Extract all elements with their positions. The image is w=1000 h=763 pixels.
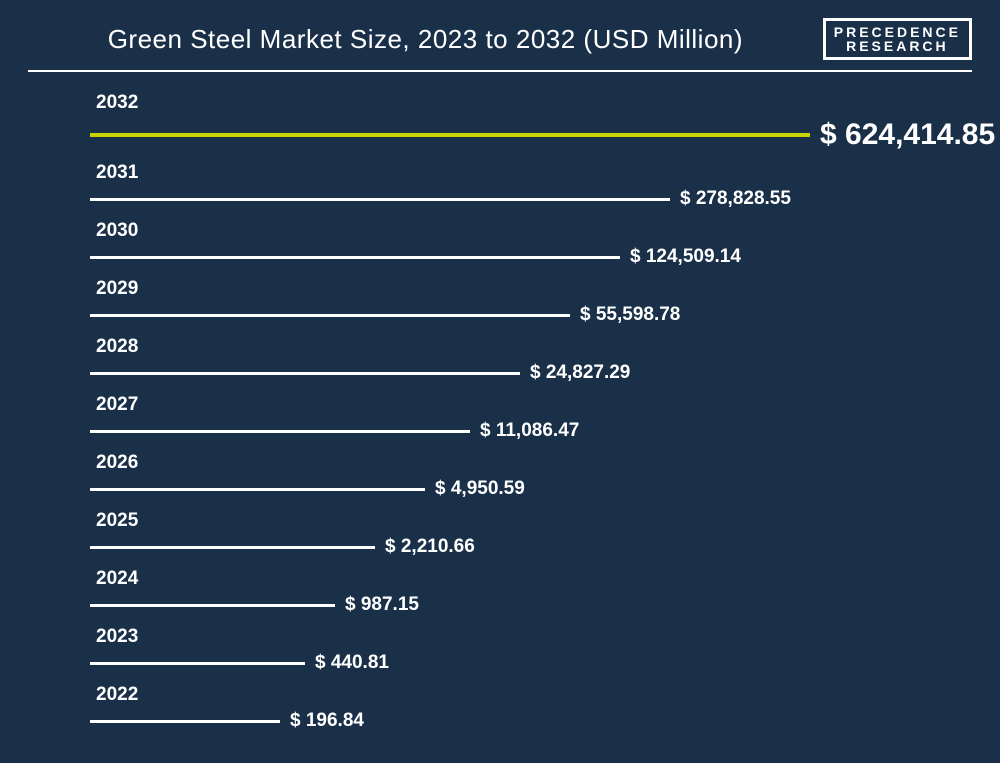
bar-line: $ 4,950.59 xyxy=(90,478,972,500)
value-label: $ 4,950.59 xyxy=(435,478,525,500)
bar-chart: 2032 $ 624,414.85 2031 $ 278,828.55 2030 $ 12… xyxy=(0,92,1000,732)
chart-row: 2024 $ 987.15 xyxy=(90,568,972,616)
year-label: 2031 xyxy=(96,162,972,184)
chart-row: 2031 $ 278,828.55 xyxy=(90,162,972,210)
year-label: 2028 xyxy=(96,336,972,358)
bar-line: $ 278,828.55 xyxy=(90,188,972,210)
bar xyxy=(90,604,335,607)
bar xyxy=(90,133,810,137)
chart-row: 2028 $ 24,827.29 xyxy=(90,336,972,384)
value-label: $ 24,827.29 xyxy=(530,362,630,384)
logo-line2: RESEARCH xyxy=(834,39,961,53)
year-label: 2027 xyxy=(96,394,972,416)
value-label: $ 124,509.14 xyxy=(630,246,741,268)
bar xyxy=(90,198,670,201)
bar-line: $ 11,086.47 xyxy=(90,420,972,442)
year-label: 2022 xyxy=(96,684,972,706)
bar-line: $ 55,598.78 xyxy=(90,304,972,326)
year-label: 2032 xyxy=(96,92,972,114)
bar xyxy=(90,546,375,549)
chart-row: 2022 $ 196.84 xyxy=(90,684,972,732)
bar-line: $ 24,827.29 xyxy=(90,362,972,384)
year-label: 2029 xyxy=(96,278,972,300)
chart-row: 2027 $ 11,086.47 xyxy=(90,394,972,442)
value-label: $ 11,086.47 xyxy=(480,420,579,442)
bar-line: $ 2,210.66 xyxy=(90,536,972,558)
bar xyxy=(90,488,425,491)
value-label: $ 55,598.78 xyxy=(580,304,680,326)
chart-row: 2029 $ 55,598.78 xyxy=(90,278,972,326)
chart-row: 2026 $ 4,950.59 xyxy=(90,452,972,500)
value-label: $ 987.15 xyxy=(345,594,419,616)
bar-line: $ 440.81 xyxy=(90,652,972,674)
chart-row: 2030 $ 124,509.14 xyxy=(90,220,972,268)
bar xyxy=(90,720,280,723)
bar xyxy=(90,372,520,375)
bar-line: $ 987.15 xyxy=(90,594,972,616)
year-label: 2023 xyxy=(96,626,972,648)
year-label: 2025 xyxy=(96,510,972,532)
value-label: $ 196.84 xyxy=(290,710,364,732)
year-label: 2024 xyxy=(96,568,972,590)
value-label: $ 624,414.85 xyxy=(820,118,995,152)
chart-row: 2032 $ 624,414.85 xyxy=(90,92,972,152)
bar-line: $ 196.84 xyxy=(90,710,972,732)
chart-row: 2025 $ 2,210.66 xyxy=(90,510,972,558)
bar xyxy=(90,430,470,433)
value-label: $ 278,828.55 xyxy=(680,188,791,210)
logo-line1: PRECEDENCE xyxy=(834,25,961,39)
year-label: 2030 xyxy=(96,220,972,242)
brand-logo: PRECEDENCE RESEARCH xyxy=(823,18,972,60)
year-label: 2026 xyxy=(96,452,972,474)
value-label: $ 440.81 xyxy=(315,652,389,674)
bar xyxy=(90,256,620,259)
header-divider xyxy=(28,70,972,72)
bar-line: $ 124,509.14 xyxy=(90,246,972,268)
bar xyxy=(90,662,305,665)
value-label: $ 2,210.66 xyxy=(385,536,475,558)
chart-row: 2023 $ 440.81 xyxy=(90,626,972,674)
header: Green Steel Market Size, 2023 to 2032 (U… xyxy=(0,0,1000,70)
bar-line: $ 624,414.85 xyxy=(90,118,972,152)
chart-title: Green Steel Market Size, 2023 to 2032 (U… xyxy=(28,24,823,55)
bar xyxy=(90,314,570,317)
